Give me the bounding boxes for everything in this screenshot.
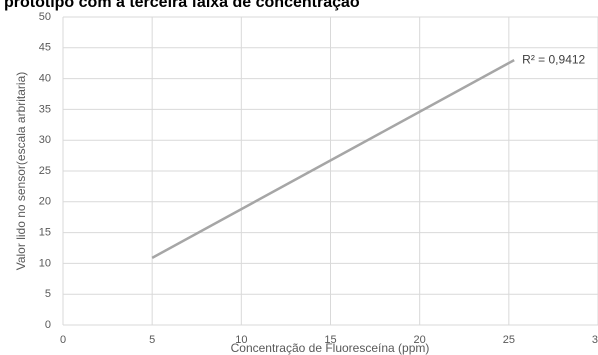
annotation: R² = 0,9412: [522, 52, 585, 66]
y-tick-label: 5: [45, 288, 51, 300]
y-tick-label: 15: [39, 227, 51, 239]
y-tick-label: 40: [39, 73, 51, 85]
y-tick-label: 30: [39, 134, 51, 146]
y-axis-label: Valor lido no sensor(escala arbritaria): [14, 72, 28, 271]
y-tick-label: 25: [39, 165, 51, 177]
x-axis-label: Concentração de Fluoresceína (ppm): [231, 341, 430, 355]
y-tick-label: 0: [45, 319, 51, 331]
y-tick-label: 50: [39, 11, 51, 23]
x-tick-label: 25: [503, 334, 515, 346]
y-tick-label: 45: [39, 42, 51, 54]
chart-title: protótipo com a terceira faixa de concen…: [4, 0, 360, 11]
trend-line: [151, 59, 515, 259]
x-tick-label: 15: [324, 334, 336, 346]
x-tick-label: 0: [60, 334, 66, 346]
x-tick-label: 30: [592, 334, 598, 346]
y-tick-label: 20: [39, 196, 51, 208]
x-tick-label: 20: [414, 334, 426, 346]
x-tick-label: 5: [149, 334, 155, 346]
y-tick-label: 35: [39, 103, 51, 115]
x-tick-label: 10: [235, 334, 247, 346]
y-tick-label: 10: [39, 257, 51, 269]
